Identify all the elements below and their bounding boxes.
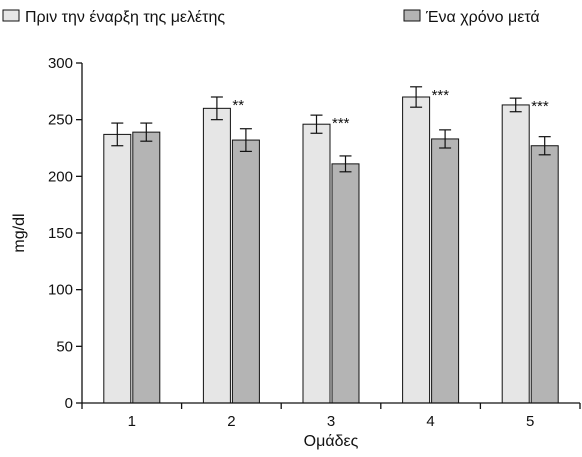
error-bar-series2-group3 — [339, 155, 352, 173]
bar-series2-group1 — [132, 131, 161, 404]
y-axis-title: mg/dl — [11, 213, 28, 252]
legend-label-series1: Πριν την έναρξη της μελέτης — [25, 9, 225, 26]
error-bar-series2-group4 — [439, 129, 452, 149]
bar-series1-group3 — [302, 123, 331, 404]
y-tick-label-50: 50 — [56, 338, 73, 355]
x-tick-label-1: 1 — [128, 413, 136, 430]
x-axis-title: Ομάδες — [304, 433, 359, 450]
legend-item-series2: Ένα χρόνο μετά — [403, 9, 540, 26]
error-bar-series2-group2 — [239, 128, 252, 152]
error-bar-series2-group1 — [140, 122, 153, 142]
bar-series2-group4 — [431, 138, 460, 404]
error-bar-series2-group5 — [538, 136, 551, 156]
bar-series1-group2 — [202, 107, 231, 404]
legend-item-series1: Πριν την έναρξη της μελέτης — [2, 9, 225, 26]
y-tick-label-250: 250 — [48, 112, 73, 129]
error-bar-series1-group2 — [210, 96, 223, 121]
bar-series2-group5 — [530, 145, 559, 404]
bar-series2-group3 — [331, 163, 360, 404]
x-tick-label-4: 4 — [426, 413, 434, 430]
error-bar-series1-group1 — [111, 122, 124, 147]
significance-label-group4: *** — [432, 87, 450, 104]
legend: Πριν την έναρξη της μελέτης Ένα χρόνο μετ… — [2, 9, 540, 26]
bar-series2-group2 — [231, 139, 260, 404]
x-tick-label-2: 2 — [227, 413, 235, 430]
y-tick-label-300: 300 — [48, 55, 73, 72]
bar-series1-group4 — [402, 96, 431, 404]
significance-label-group2: ** — [232, 97, 244, 114]
axes: 0 50 100 150 200 250 300 1 2 3 4 5 — [48, 55, 581, 430]
y-tick-label-0: 0 — [65, 395, 73, 412]
legend-swatch-series1 — [2, 9, 20, 22]
y-tick-label-200: 200 — [48, 168, 73, 185]
error-bar-series1-group5 — [509, 97, 522, 113]
significance-annotations: *********** — [232, 87, 548, 132]
significance-label-group3: *** — [332, 115, 350, 132]
significance-label-group5: *** — [531, 98, 549, 115]
legend-swatch-series2 — [403, 9, 421, 22]
bars-group — [103, 96, 559, 404]
y-tick-label-150: 150 — [48, 225, 73, 242]
error-bar-series1-group3 — [310, 114, 323, 134]
error-bar-series1-group4 — [410, 86, 423, 108]
x-tick-label-3: 3 — [327, 413, 335, 430]
bar-series1-group1 — [103, 133, 132, 404]
x-tick-label-5: 5 — [526, 413, 534, 430]
y-tick-label-100: 100 — [48, 282, 73, 299]
error-bars-group — [111, 86, 551, 173]
bar-series1-group5 — [501, 104, 530, 404]
legend-label-series2: Ένα χρόνο μετά — [425, 9, 540, 26]
